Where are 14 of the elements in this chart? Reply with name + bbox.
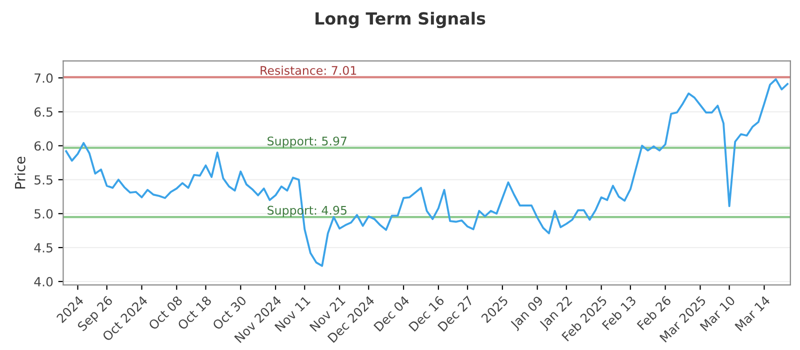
- x-tick-label: Dec 04: [373, 295, 410, 332]
- y-tick-label: 7.0: [34, 73, 53, 83]
- ref-line-label: Support: 5.97: [268, 136, 346, 148]
- ref-line-label: Resistance: 7.01: [260, 66, 356, 75]
- y-tick-label: 6.0: [34, 141, 53, 151]
- x-tick-label: Mar 14: [734, 295, 771, 332]
- line-series: [65, 78, 788, 267]
- y-tick-label: 4.5: [34, 243, 52, 252]
- y-tick-label: 5.0: [34, 209, 53, 219]
- y-axis-title: Price: [14, 156, 26, 188]
- chart-title: Long Term Signals: [316, 12, 486, 28]
- y-tick-label: 4.0: [34, 276, 53, 286]
- y-tick-label: 5.5: [34, 175, 52, 185]
- y-tick-label: 6.5: [34, 107, 52, 117]
